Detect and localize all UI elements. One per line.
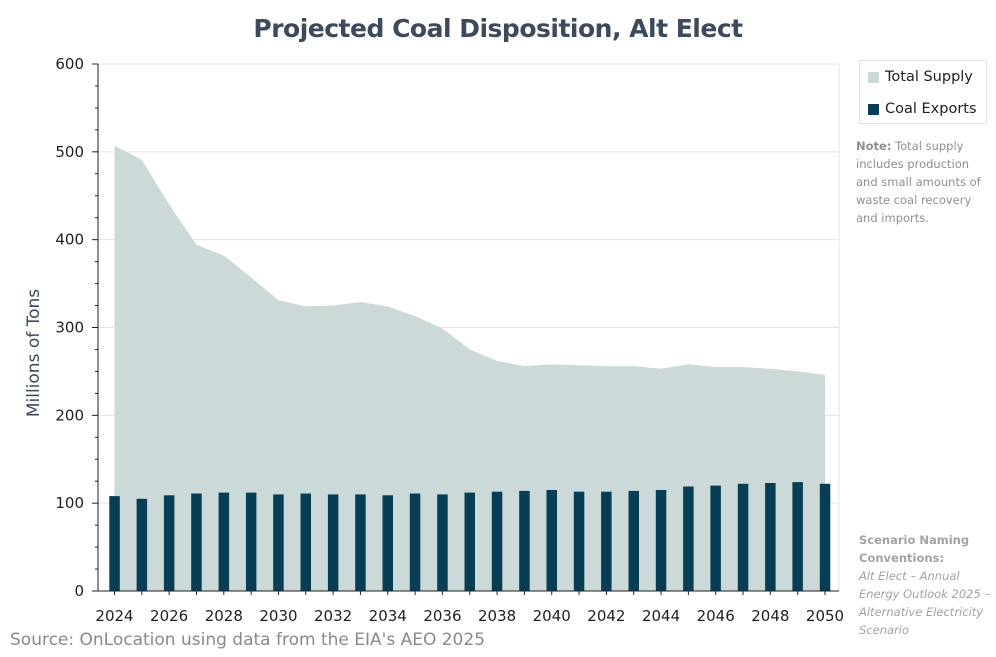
note-body: Total supply includes production and sma… <box>856 139 981 225</box>
bar-coal-exports <box>245 492 257 591</box>
y-tick-label: 100 <box>55 494 84 512</box>
legend-label-coal-exports: Coal Exports <box>885 101 977 117</box>
bar-coal-exports <box>573 491 585 591</box>
bar-coal-exports <box>409 493 421 591</box>
x-tick-label: 2030 <box>259 607 297 625</box>
bar-coal-exports <box>437 494 448 591</box>
bar-coal-exports <box>382 495 393 591</box>
legend-item-coal-exports: Coal Exports <box>868 99 977 119</box>
scenario-naming-heading: Scenario Naming Conventions: <box>859 533 970 565</box>
x-tick-label: 2024 <box>95 607 133 625</box>
bar-coal-exports <box>355 494 366 591</box>
bar-coal-exports <box>300 493 311 591</box>
source-text: Source: OnLocation using data from the E… <box>10 630 486 650</box>
bar-coal-exports <box>109 496 120 591</box>
y-tick-label: 200 <box>55 406 84 424</box>
bar-coal-exports <box>327 494 339 591</box>
x-tick-label: 2034 <box>369 607 407 625</box>
y-tick-label: 400 <box>55 231 84 249</box>
bar-coal-exports <box>519 490 530 591</box>
legend: Total Supply Coal Exports <box>859 60 987 124</box>
bar-coal-exports <box>655 490 667 591</box>
bar-coal-exports <box>765 483 776 591</box>
bar-coal-exports <box>710 485 721 591</box>
bar-coal-exports <box>792 482 803 591</box>
bar-coal-exports <box>136 498 148 591</box>
x-tick-label: 2032 <box>314 607 352 625</box>
x-tick-label: 2042 <box>587 607 625 625</box>
bar-coal-exports <box>546 490 557 591</box>
bar-coal-exports <box>819 483 831 591</box>
bar-coal-exports <box>191 493 202 591</box>
note-text: Note: Total supply includes production a… <box>856 137 992 227</box>
legend-label-total-supply: Total Supply <box>885 69 973 85</box>
legend-swatch-total-supply <box>868 71 879 83</box>
scenario-naming: Scenario Naming Conventions: Alt Elect –… <box>859 531 993 639</box>
x-tick-label: 2044 <box>642 607 680 625</box>
bar-coal-exports <box>491 491 503 591</box>
bar-coal-exports <box>163 495 175 591</box>
y-tick-label: 300 <box>55 319 84 337</box>
bar-coal-exports <box>464 492 475 591</box>
x-tick-label: 2046 <box>697 607 735 625</box>
chart-title: Projected Coal Disposition, Alt Elect <box>253 14 743 43</box>
y-tick-label: 500 <box>55 143 84 161</box>
x-tick-label: 2040 <box>533 607 571 625</box>
bar-coal-exports <box>683 486 694 591</box>
bar-coal-exports <box>601 491 612 591</box>
bar-coal-exports <box>737 483 749 591</box>
area-total-supply <box>114 145 825 591</box>
x-tick-label: 2026 <box>150 607 188 625</box>
bar-coal-exports <box>218 492 230 591</box>
x-tick-label: 2036 <box>423 607 461 625</box>
scenario-naming-body: Alt Elect – Annual Energy Outlook 2025 –… <box>859 569 991 637</box>
y-axis-label: Millions of Tons <box>24 288 44 418</box>
note-lead: Note: <box>856 139 892 153</box>
bar-coal-exports <box>628 490 639 591</box>
x-tick-label: 2038 <box>478 607 516 625</box>
legend-swatch-coal-exports <box>868 103 879 115</box>
y-tick-label: 0 <box>74 582 84 600</box>
x-tick-label: 2050 <box>806 607 844 625</box>
bar-coal-exports <box>273 494 284 591</box>
y-tick-label: 600 <box>55 55 84 73</box>
x-tick-label: 2028 <box>205 607 243 625</box>
legend-item-total-supply: Total Supply <box>868 67 973 87</box>
x-tick-label: 2048 <box>751 607 789 625</box>
